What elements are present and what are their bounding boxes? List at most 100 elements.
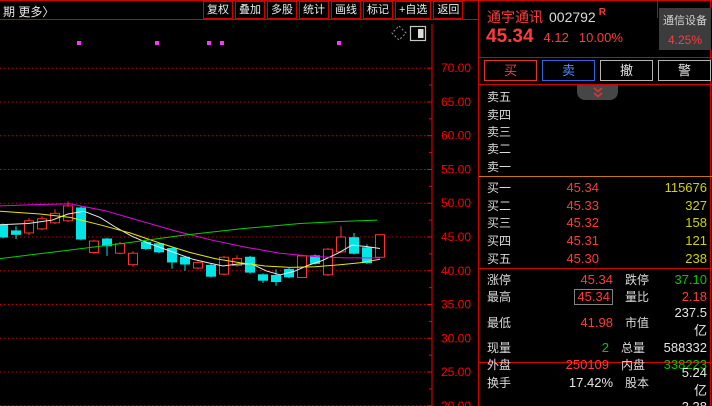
stat-value: 250109 [565,357,610,372]
stat-value: 237.5亿 [674,305,707,338]
industry-change-percent: 4.25% [667,33,703,47]
stat-value: 2 [601,340,610,355]
topbar-button-back[interactable]: 返回 [433,1,464,19]
candle-body [258,274,268,281]
axis-label: 40.00 [441,264,471,278]
bid-row[interactable]: 买二 45.33 327 [480,197,710,215]
bid-row[interactable]: 买一 45.34 115676 [480,179,710,197]
bid-row-label: 买三 [487,216,512,231]
top-border-line [0,0,712,1]
axis-label: 60.00 [441,129,471,143]
stat-label: 总量 [621,341,646,355]
bid-row-label: 买一 [487,181,512,196]
quote-header: 通宇通讯 002792 R [487,7,606,27]
period-more-label[interactable]: 期 更多〉 [3,5,55,19]
ma-green [0,219,378,260]
ask-row-label: 卖一 [487,159,512,174]
ask-row[interactable]: 卖二 [480,140,710,157]
bid-row[interactable]: 买三 45.32 158 [480,214,710,232]
candle-body [375,234,385,258]
stat-label: 涨停 [487,273,512,287]
stat-row: 最低 41.98 市值 237.5亿 [480,305,710,339]
ask-row-label: 卖四 [487,107,512,122]
book-stats-divider [478,268,712,269]
stock-code: 002792 [549,9,596,25]
panel-right-border [710,0,711,406]
stat-value: 338223 [663,357,708,372]
ask-row-label: 卖二 [487,142,512,157]
topbar-button-draw-line[interactable]: 画线 [331,1,361,19]
axis-label: 50.00 [441,196,471,210]
candle-body [323,248,333,276]
diamond-icon[interactable] [391,25,407,41]
stat-label: 跌停 [625,273,650,287]
industry-name: 通信设备 [663,15,707,27]
ask-row[interactable]: 卖四 [480,105,710,122]
stat-value: 45.34 [580,272,613,287]
bid-row-volume: 121 [685,233,707,249]
header-bottom-line [478,57,712,58]
bid-row-label: 买二 [487,198,512,213]
bid-row-label: 买五 [487,251,512,266]
stat-label: 量比 [625,290,650,304]
kline-chart[interactable]: 70.00 65.00 60.00 55.00 50.00 45.00 40.00 35.00… [0,0,478,406]
stat-row: 外盘 250109 内盘 338223 [480,356,710,373]
panel-toggle-icon[interactable] [409,25,427,42]
bid-row-volume: 327 [685,197,707,213]
last-price: 45.34 [486,26,534,47]
candle-body [154,243,164,253]
ask-row[interactable]: 卖一 [480,158,710,175]
ma-yellow [0,210,381,268]
stat-row: 涨停 45.34 跌停 37.10 [480,271,710,288]
topbar-button-overlay[interactable]: 叠加 [235,1,265,19]
stats-divider [478,362,712,363]
topbar-button-mark[interactable]: 标记 [363,1,393,19]
panel-toggle-fill [418,29,424,38]
buttons-bottom-line [478,84,712,85]
stat-row: 净资5.31流通3.38亿 [480,399,710,406]
event-marker-dot [337,41,341,45]
header-divider-line [657,1,658,18]
stat-value: 3.38亿 [669,399,710,406]
stat-value: 5.24亿 [681,365,707,398]
candle-body [37,218,47,230]
topbar-button-multi-stock[interactable]: 多股 [267,1,297,19]
trade-button-buy[interactable]: 买 [484,60,537,81]
bid-row-volume: 158 [685,215,707,231]
event-marker-dot [77,41,81,45]
ask-row-label: 卖三 [487,125,512,140]
trade-button-cancel[interactable]: 撤 [600,60,653,81]
panel-left-border [478,0,479,406]
ask-row[interactable]: 卖五 [480,88,710,105]
candle-body [193,262,203,269]
candle-body [180,256,190,265]
candle-body [271,274,281,283]
industry-badge[interactable]: 通信设备 4.25% [659,8,711,50]
trade-button-alert[interactable]: 警 [658,60,711,81]
axis-label: 55.00 [441,162,471,176]
topbar-button-statistics[interactable]: 统计 [299,1,329,19]
candle-body [24,220,34,234]
bid-row[interactable]: 买五 45.30 238 [480,249,710,267]
candle-body [167,247,177,263]
quote-price-row: 45.34 4.12 10.00% [486,26,623,48]
stat-label: 外盘 [487,358,512,372]
stat-label: 最低 [487,315,512,330]
axis-label: 20.00 [441,399,471,406]
candle-body [50,212,60,224]
bid-row[interactable]: 买四 45.31 121 [480,232,710,250]
topbar-button-add-to-watchlist[interactable]: +自选 [395,1,432,19]
ask-row[interactable]: 卖三 [480,123,710,140]
topbar-button-price-adjust[interactable]: 复权 [203,1,233,19]
bid-row-price: 45.33 [566,197,599,213]
collapse-tab[interactable] [577,85,618,100]
trade-button-group: 买卖撤警 [484,60,711,81]
stat-value: 588332 [663,340,708,355]
bid-row-price: 45.30 [566,250,599,266]
topbar-button-group: 复权 叠加 多股 统计 画线 标记 +自选 返回 [203,1,464,19]
candle-body [362,247,372,264]
stat-value: 17.42% [568,374,613,390]
stats-list: 涨停 45.34 跌停 37.10 最高 45.34 量比 2.18 最低 41.98 市值 237.… [480,271,710,372]
trade-button-sell[interactable]: 卖 [542,60,595,81]
